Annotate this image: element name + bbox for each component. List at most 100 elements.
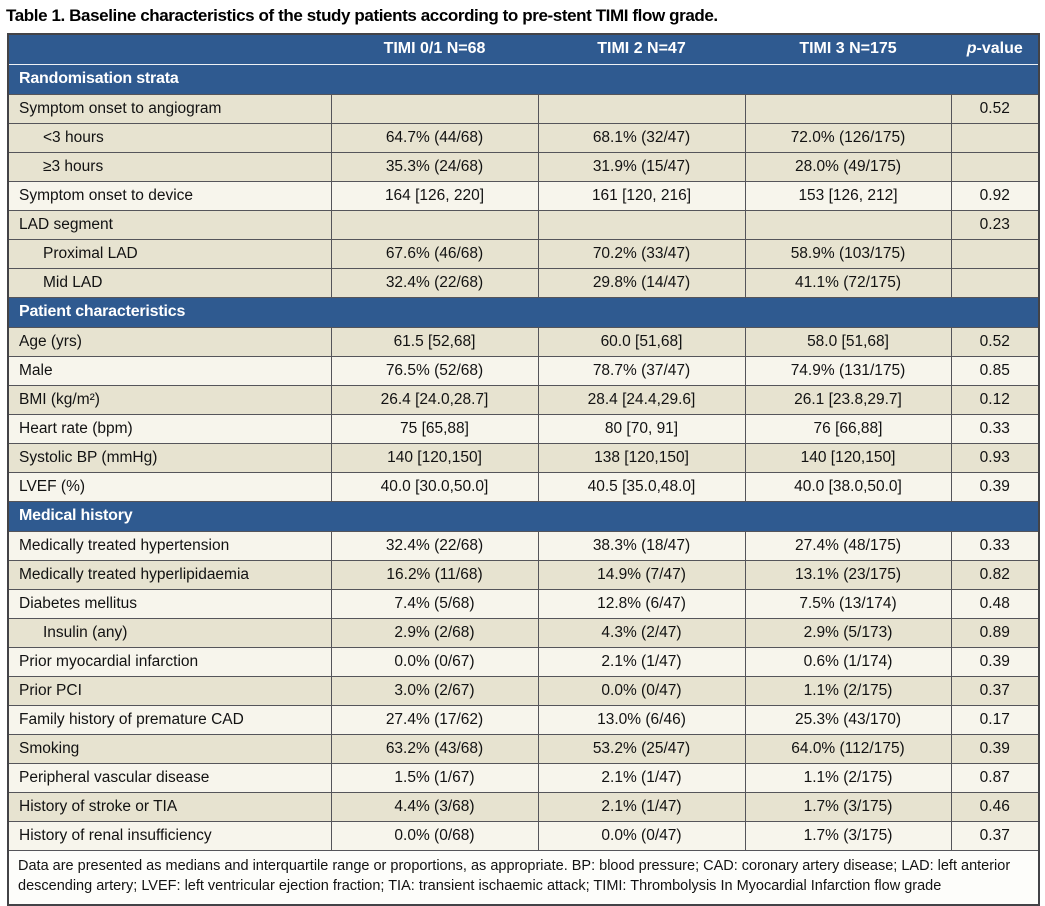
value-cell: 3.0% (2/67): [330, 675, 539, 706]
table-row: Age (yrs) 61.5 [52,68] 60.0 [51,68] 58.0…: [7, 326, 1040, 357]
value-cell: 58.0 [51,68]: [744, 326, 952, 357]
table-row: Family history of premature CAD 27.4% (1…: [7, 704, 1040, 735]
value-cell: 140 [120,150]: [330, 442, 539, 473]
baseline-characteristics-table: TIMI 0/1 N=68 TIMI 2 N=47 TIMI 3 N=175 p…: [7, 33, 1040, 906]
value-cell: 76.5% (52/68): [330, 355, 539, 386]
value-cell: 138 [120,150]: [537, 442, 746, 473]
value-cell: 32.4% (22/68): [330, 267, 539, 298]
table-row: LVEF (%) 40.0 [30.0,50.0] 40.5 [35.0,48.…: [7, 471, 1040, 502]
value-cell: 13.0% (6/46): [537, 704, 746, 735]
column-header-pvalue: p-value: [950, 33, 1040, 65]
column-header-empty: [7, 33, 332, 65]
value-cell: 31.9% (15/47): [537, 151, 746, 182]
table-footnote: Data are presented as medians and interq…: [7, 849, 1040, 906]
row-label: Insulin (any): [7, 617, 332, 648]
table-row: History of stroke or TIA 4.4% (3/68) 2.1…: [7, 791, 1040, 822]
value-cell: 58.9% (103/175): [744, 238, 952, 269]
p-value-cell: 0.17: [950, 704, 1040, 735]
table-row: Medically treated hypertension 32.4% (22…: [7, 530, 1040, 561]
value-cell: [744, 93, 952, 124]
p-value-cell: [950, 267, 1040, 298]
value-cell: 40.0 [30.0,50.0]: [330, 471, 539, 502]
p-value-cell: 0.37: [950, 820, 1040, 851]
value-cell: 72.0% (126/175): [744, 122, 952, 153]
table-row: Insulin (any) 2.9% (2/68) 4.3% (2/47) 2.…: [7, 617, 1040, 648]
value-cell: 27.4% (48/175): [744, 530, 952, 561]
value-cell: 1.7% (3/175): [744, 791, 952, 822]
row-label: Systolic BP (mmHg): [7, 442, 332, 473]
value-cell: 61.5 [52,68]: [330, 326, 539, 357]
row-label: History of renal insufficiency: [7, 820, 332, 851]
table-row: LAD segment 0.23: [7, 209, 1040, 240]
value-cell: 74.9% (131/175): [744, 355, 952, 386]
row-label: Symptom onset to device: [7, 180, 332, 211]
row-label: Peripheral vascular disease: [7, 762, 332, 793]
row-label: Prior myocardial infarction: [7, 646, 332, 677]
value-cell: 68.1% (32/47): [537, 122, 746, 153]
table-row: Diabetes mellitus 7.4% (5/68) 12.8% (6/4…: [7, 588, 1040, 619]
row-label: Medically treated hyperlipidaemia: [7, 559, 332, 590]
p-value-cell: 0.39: [950, 733, 1040, 764]
p-value-cell: 0.23: [950, 209, 1040, 240]
value-cell: 67.6% (46/68): [330, 238, 539, 269]
value-cell: 16.2% (11/68): [330, 559, 539, 590]
value-cell: 53.2% (25/47): [537, 733, 746, 764]
value-cell: 164 [126, 220]: [330, 180, 539, 211]
row-label: Proximal LAD: [7, 238, 332, 269]
table-row: Systolic BP (mmHg) 140 [120,150] 138 [12…: [7, 442, 1040, 473]
table-row: BMI (kg/m²) 26.4 [24.0,28.7] 28.4 [24.4,…: [7, 384, 1040, 415]
table-row: Mid LAD 32.4% (22/68) 29.8% (14/47) 41.1…: [7, 267, 1040, 298]
table-row: Symptom onset to device 164 [126, 220] 1…: [7, 180, 1040, 211]
value-cell: 161 [120, 216]: [537, 180, 746, 211]
column-header-timi3: TIMI 3 N=175: [744, 33, 952, 65]
p-value-cell: 0.39: [950, 471, 1040, 502]
row-label: Symptom onset to angiogram: [7, 93, 332, 124]
value-cell: 1.1% (2/175): [744, 675, 952, 706]
table-row: Proximal LAD 67.6% (46/68) 70.2% (33/47)…: [7, 238, 1040, 269]
section-header-patient-characteristics: Patient characteristics: [7, 296, 1040, 328]
value-cell: 28.0% (49/175): [744, 151, 952, 182]
value-cell: 2.1% (1/47): [537, 791, 746, 822]
p-value-cell: 0.85: [950, 355, 1040, 386]
row-label: BMI (kg/m²): [7, 384, 332, 415]
row-label: LVEF (%): [7, 471, 332, 502]
p-value-cell: 0.33: [950, 530, 1040, 561]
section-title: Patient characteristics: [7, 296, 1040, 328]
section-title: Randomisation strata: [7, 63, 1040, 95]
value-cell: 70.2% (33/47): [537, 238, 746, 269]
value-cell: [330, 209, 539, 240]
value-cell: 29.8% (14/47): [537, 267, 746, 298]
section-title: Medical history: [7, 500, 1040, 532]
value-cell: [744, 209, 952, 240]
table-row: History of renal insufficiency 0.0% (0/6…: [7, 820, 1040, 851]
p-value-cell: [950, 151, 1040, 182]
table-row: <3 hours 64.7% (44/68) 68.1% (32/47) 72.…: [7, 122, 1040, 153]
p-value-cell: 0.92: [950, 180, 1040, 211]
table-title: Table 1. Baseline characteristics of the…: [6, 6, 718, 25]
p-value-cell: 0.82: [950, 559, 1040, 590]
value-cell: 28.4 [24.4,29.6]: [537, 384, 746, 415]
value-cell: 38.3% (18/47): [537, 530, 746, 561]
value-cell: 1.7% (3/175): [744, 820, 952, 851]
p-value-cell: [950, 122, 1040, 153]
row-label: Medically treated hypertension: [7, 530, 332, 561]
value-cell: 75 [65,88]: [330, 413, 539, 444]
row-label: Mid LAD: [7, 267, 332, 298]
row-label: Age (yrs): [7, 326, 332, 357]
p-value-cell: 0.93: [950, 442, 1040, 473]
table-row: Medically treated hyperlipidaemia 16.2% …: [7, 559, 1040, 590]
value-cell: 26.4 [24.0,28.7]: [330, 384, 539, 415]
value-cell: 2.1% (1/47): [537, 646, 746, 677]
value-cell: 27.4% (17/62): [330, 704, 539, 735]
row-label: Smoking: [7, 733, 332, 764]
value-cell: 1.5% (1/67): [330, 762, 539, 793]
value-cell: 78.7% (37/47): [537, 355, 746, 386]
table-row: Symptom onset to angiogram 0.52: [7, 93, 1040, 124]
value-cell: 41.1% (72/175): [744, 267, 952, 298]
value-cell: 0.0% (0/67): [330, 646, 539, 677]
value-cell: 0.0% (0/47): [537, 820, 746, 851]
value-cell: 26.1 [23.8,29.7]: [744, 384, 952, 415]
p-value-cell: 0.39: [950, 646, 1040, 677]
column-header-row: TIMI 0/1 N=68 TIMI 2 N=47 TIMI 3 N=175 p…: [7, 33, 1040, 65]
row-label: Heart rate (bpm): [7, 413, 332, 444]
